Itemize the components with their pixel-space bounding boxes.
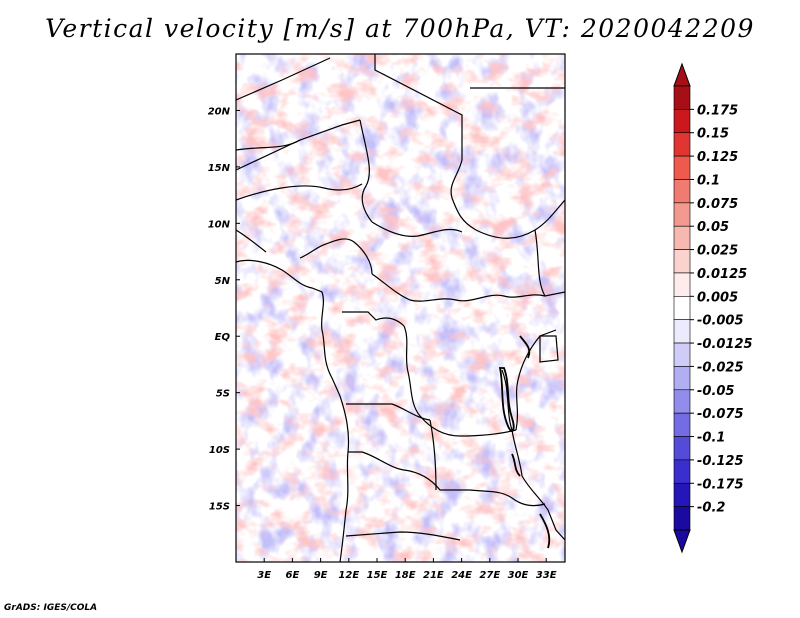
map-plot-area	[236, 54, 565, 562]
longitude-axis: 3E 6E 9E 12E 15E 18E 21E 24E 27E 30E 33E	[257, 558, 557, 581]
colorbar-swatch	[673, 319, 691, 344]
lon-tick-label: 27E	[479, 570, 500, 581]
lon-tick-label: 33E	[536, 570, 557, 581]
colorbar-swatch	[673, 225, 691, 250]
lat-tick-label: 15N	[208, 163, 231, 174]
lat-tick-label: 10S	[209, 445, 230, 456]
colorbar-label: -0.0125	[697, 337, 753, 352]
lat-tick-label: 5N	[215, 276, 231, 287]
colorbar-label: -0.025	[697, 360, 744, 375]
map-frame	[235, 53, 566, 563]
lon-tick-label: 15E	[367, 570, 388, 581]
colorbar: 0.175 0.15 0.125 0.1 0.075 0.05 0.025 0.0125 0.0…	[673, 62, 753, 554]
colorbar-label: 0.0125	[697, 267, 747, 282]
colorbar-label: 0.005	[697, 290, 738, 305]
colorbar-label: -0.05	[697, 384, 734, 399]
colorbar-swatch	[673, 132, 691, 157]
colorbar-label: 0.15	[697, 127, 729, 142]
colorbar-top-arrow	[673, 62, 691, 87]
colorbar-swatch	[673, 389, 691, 414]
colorbar-swatch	[673, 272, 691, 297]
lon-tick-label: 24E	[451, 570, 472, 581]
lon-tick-label: 30E	[508, 570, 529, 581]
colorbar-label: -0.1	[697, 431, 725, 446]
chart-title: Vertical velocity [m/s] at 700hPa, VT: 2…	[45, 14, 755, 43]
colorbar-swatch	[673, 342, 691, 367]
colorbar-label: -0.125	[697, 454, 744, 469]
colorbar-label: -0.2	[697, 501, 725, 516]
colorbar-label: 0.05	[697, 220, 729, 235]
colorbar-swatch	[673, 482, 691, 507]
coastline-borders	[236, 54, 565, 562]
lat-tick-label: 15S	[209, 502, 230, 513]
colorbar-label: 0.1	[697, 173, 720, 188]
colorbar-label: -0.005	[697, 314, 744, 329]
latitude-axis: 20N 15N 10N 5N EQ 5S 10S 15S	[208, 106, 240, 513]
colorbar-label: 0.175	[697, 103, 738, 118]
colorbar-swatch	[673, 155, 691, 180]
colorbar-bottom-arrow	[673, 529, 691, 554]
colorbar-swatch	[673, 109, 691, 134]
grads-credit: GrADS: IGES/COLA	[4, 603, 98, 613]
lon-tick-label: 21E	[423, 570, 444, 581]
colorbar-swatch	[673, 459, 691, 484]
colorbar-swatch	[673, 506, 691, 531]
colorbar-swatch	[673, 85, 691, 110]
colorbar-label: 0.025	[697, 244, 738, 259]
lat-tick-label: 10N	[208, 219, 231, 230]
lon-tick-label: 12E	[338, 570, 359, 581]
colorbar-swatch	[673, 366, 691, 391]
lon-tick-label: 3E	[257, 570, 271, 581]
lon-tick-label: 18E	[395, 570, 416, 581]
colorbar-swatch	[673, 412, 691, 437]
colorbar-swatch	[673, 296, 691, 320]
colorbar-label: 0.075	[697, 197, 738, 212]
colorbar-swatch	[673, 179, 691, 204]
colorbar-label: -0.175	[697, 477, 744, 492]
colorbar-label: -0.075	[697, 407, 744, 422]
lat-tick-label: EQ	[215, 332, 231, 343]
lakes	[498, 335, 551, 549]
lat-tick-label: 5S	[216, 389, 230, 400]
colorbar-swatch	[673, 436, 691, 461]
lon-tick-label: 9E	[314, 570, 328, 581]
lat-tick-label: 20N	[208, 106, 231, 117]
lon-tick-label: 6E	[286, 570, 300, 581]
colorbar-label: 0.125	[697, 150, 738, 165]
colorbar-swatch	[673, 202, 691, 227]
colorbar-swatch	[673, 249, 691, 274]
